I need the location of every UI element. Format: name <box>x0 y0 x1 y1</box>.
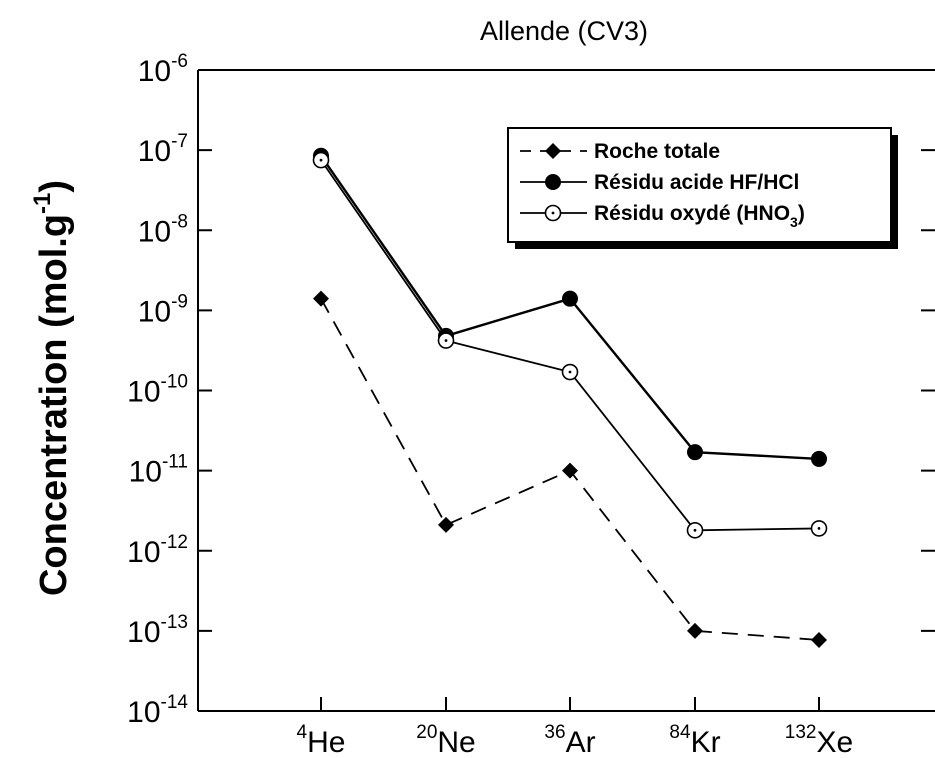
series-markers <box>312 147 828 648</box>
y-axis-label-main: Concentration (mol.g <box>33 214 75 596</box>
y-tick-exponent: -6 <box>171 51 188 72</box>
y-axis-label-sup: -1 <box>29 193 56 214</box>
data-point-series-3 <box>686 521 704 539</box>
marker-dot <box>817 527 821 530</box>
legend-box <box>507 127 892 243</box>
y-tick-base: 10 <box>138 215 171 248</box>
legend-name: Roche totale <box>594 140 720 163</box>
marker-dot <box>551 211 555 215</box>
legend-marker-1 <box>545 143 561 159</box>
y-tick-label: 10-14 <box>127 692 188 729</box>
legend: Roche totale Résidu acide HF/HCl Résidu ox… <box>507 127 898 249</box>
x-tick-label: 132Xe <box>785 722 853 758</box>
data-point-series-2 <box>811 450 827 467</box>
data-point-series-2 <box>562 290 578 307</box>
x-tick-mass: 84 <box>669 722 691 743</box>
y-tick-exponent: -8 <box>171 211 188 232</box>
y-tick-label: 10-10 <box>127 372 188 409</box>
data-point-series-1 <box>313 290 329 307</box>
legend-label-1: Roche totale <box>594 140 720 163</box>
legend-label-2: Résidu acide HF/HCl <box>594 171 799 194</box>
y-axis-label: Concentration (mol.g-1) <box>29 180 75 596</box>
x-tick-label: 4He <box>297 722 346 758</box>
data-point-series-3 <box>437 332 455 349</box>
data-point-series-2 <box>687 444 703 461</box>
y-axis-label-close: ) <box>33 180 75 193</box>
y-axis-ticks: 10-1410-1310-1210-1110-1010-910-810-710-… <box>127 51 935 729</box>
x-axis-ticks: 4He 20Ne 36Ar 84Kr 132Xe <box>297 697 853 758</box>
legend-name: Résidu oxydé (HNO <box>594 202 790 225</box>
x-tick-label: 84Kr <box>669 722 720 758</box>
y-tick-exponent: -12 <box>161 532 188 553</box>
y-tick-base: 10 <box>129 456 162 489</box>
data-point-series-1 <box>687 622 703 639</box>
legend-name: Résidu acide HF/HCl <box>594 171 799 194</box>
y-tick-exponent: -13 <box>161 612 188 633</box>
y-tick-label: 10-12 <box>127 532 188 569</box>
y-tick-label: 10-8 <box>138 211 188 248</box>
y-tick-label: 10-9 <box>138 291 188 328</box>
data-point-series-1 <box>811 631 827 648</box>
data-point-series-3 <box>312 151 330 169</box>
data-point-series-1 <box>438 516 454 533</box>
x-tick-mass: 4 <box>297 722 308 743</box>
legend-marker-2 <box>545 174 561 190</box>
data-point-series-3 <box>810 520 828 537</box>
chart-title: Allende (CV3) <box>480 16 648 46</box>
y-tick-label: 10-13 <box>127 612 188 649</box>
y-tick-base: 10 <box>127 376 160 409</box>
legend-label-3: Résidu oxydé (HNO3) <box>594 202 805 230</box>
y-tick-label: 10-7 <box>138 131 188 168</box>
y-tick-base: 10 <box>138 295 171 328</box>
y-tick-exponent: -14 <box>161 692 189 713</box>
x-tick-element: Xe <box>817 726 854 758</box>
x-tick-label: 36Ar <box>544 722 595 758</box>
x-tick-label: 20Ne <box>416 722 476 758</box>
legend-name-close: ) <box>798 202 805 225</box>
y-tick-base: 10 <box>138 55 171 88</box>
data-point-series-3 <box>561 363 579 381</box>
y-tick-base: 10 <box>127 536 160 569</box>
y-tick-label: 10-6 <box>138 51 188 88</box>
x-tick-element: He <box>307 726 345 758</box>
data-point-series-1 <box>562 462 578 479</box>
y-tick-label: 10-11 <box>129 452 188 489</box>
legend-name-subscript: 3 <box>790 214 798 230</box>
marker-dot <box>693 528 697 532</box>
x-tick-element: Ne <box>437 726 475 758</box>
marker-dot <box>319 158 323 162</box>
y-tick-exponent: -10 <box>161 372 188 393</box>
x-tick-mass: 132 <box>785 722 817 743</box>
y-tick-exponent: -9 <box>171 291 188 312</box>
y-tick-base: 10 <box>138 135 171 168</box>
legend-marker-3 <box>544 204 562 222</box>
x-tick-element: Ar <box>566 726 596 758</box>
x-tick-mass: 36 <box>544 722 565 743</box>
x-tick-mass: 20 <box>416 722 437 743</box>
y-tick-exponent: -7 <box>171 131 188 152</box>
y-tick-exponent: -11 <box>162 452 188 473</box>
x-tick-element: Kr <box>691 726 721 758</box>
marker-dot <box>568 370 572 374</box>
y-tick-base: 10 <box>127 696 160 729</box>
y-tick-base: 10 <box>127 616 160 649</box>
marker-dot <box>444 339 448 342</box>
